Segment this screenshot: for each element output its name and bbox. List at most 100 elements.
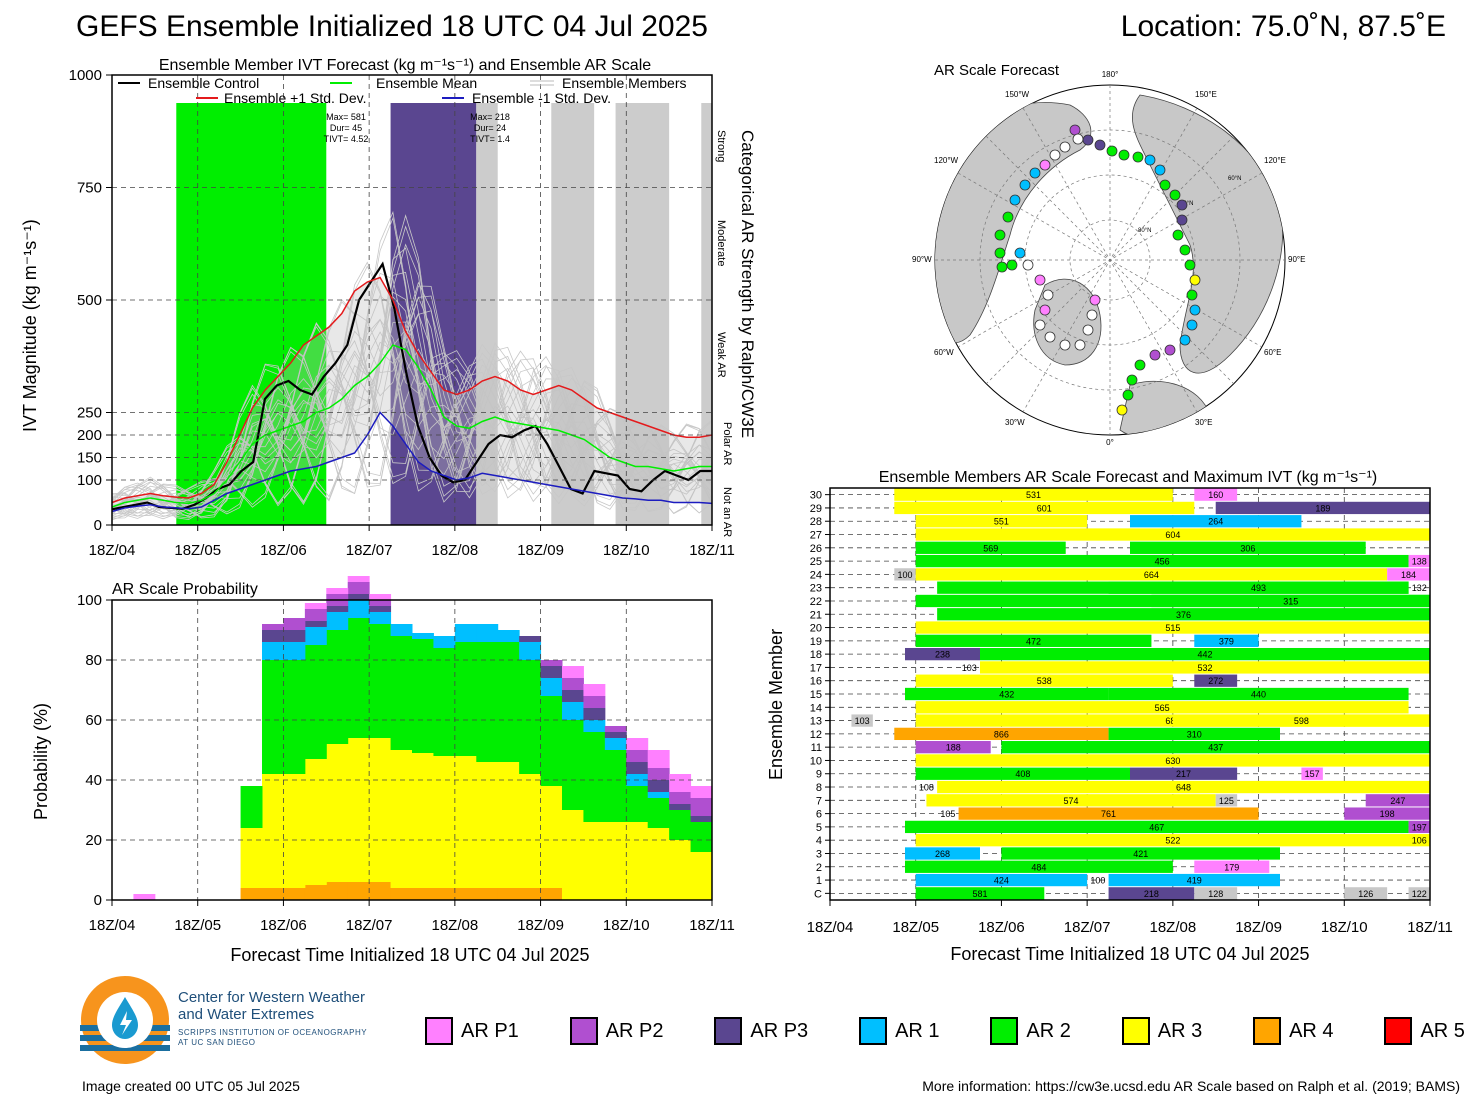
prob-xtick-2: 18Z/06 bbox=[260, 917, 307, 934]
map-title: AR Scale Forecast bbox=[934, 62, 1060, 79]
map-dot-1 bbox=[1082, 134, 1094, 146]
swatch-ar-4 bbox=[1253, 1017, 1282, 1045]
prob-bar-3-14 bbox=[412, 633, 434, 639]
prob-bar-2-27 bbox=[690, 822, 713, 852]
member-label-4-0: 522 bbox=[1165, 836, 1180, 846]
prob-bar-1-18 bbox=[497, 762, 520, 888]
member-bar-9-0 bbox=[915, 767, 1130, 780]
prob-bar-2-19 bbox=[519, 660, 542, 774]
swatch-ar-p2 bbox=[569, 1017, 598, 1045]
member-bar-15-1 bbox=[1108, 687, 1409, 701]
members-title: Ensemble Members AR Scale Forecast and M… bbox=[879, 469, 1378, 486]
lon-150w: 150°W bbox=[1005, 90, 1030, 99]
prob-ytick-1: 20 bbox=[85, 832, 102, 849]
map-graticule bbox=[935, 85, 1285, 435]
map-dot-13 bbox=[1179, 244, 1191, 256]
logo-line3: SCRIPPS INSTITUTION OF OCEANOGRAPHY bbox=[178, 1028, 368, 1037]
member-bar-25-1 bbox=[1408, 554, 1430, 568]
ivt-xtick-0: 18Z/04 bbox=[89, 542, 136, 559]
main-title: GEFS Ensemble Initialized 18 UTC 04 Jul … bbox=[76, 10, 708, 43]
member-bar-24-1 bbox=[915, 568, 1388, 581]
prob-bar-0-10 bbox=[326, 882, 349, 900]
prob-bar-2-20 bbox=[540, 696, 563, 786]
ensemble-series-lines bbox=[111, 261, 713, 513]
member-bar-18-1 bbox=[980, 647, 1430, 661]
map-dot-20 bbox=[1164, 344, 1176, 356]
member-line-23 bbox=[111, 341, 713, 520]
member-line-19 bbox=[111, 216, 713, 514]
location-title: Location: 75.0˚N, 87.5˚E bbox=[1120, 10, 1446, 43]
prob-plot-frame bbox=[111, 599, 713, 901]
legend-ar-1-label: AR 1 bbox=[895, 1019, 940, 1042]
member-bar-1-2 bbox=[1108, 873, 1280, 887]
member-bar-7-2 bbox=[1365, 794, 1430, 807]
member-tick-C: C bbox=[814, 888, 822, 900]
map-dot-14 bbox=[1184, 259, 1196, 271]
prob-bar-0-7 bbox=[262, 888, 284, 900]
member-bar-13-2 bbox=[1172, 714, 1430, 727]
member-label-13-0: 103 bbox=[855, 716, 870, 726]
legend-members: Ensemble Members bbox=[562, 75, 687, 91]
ivt-xtick-1: 18Z/05 bbox=[174, 542, 221, 559]
member-bar-7-1 bbox=[1215, 794, 1238, 807]
prob-bar-1-25 bbox=[647, 828, 670, 900]
legend-ar-4: AR 4 bbox=[1253, 1015, 1334, 1047]
member-tick-12: 12 bbox=[810, 729, 822, 741]
prob-bar-4-12 bbox=[369, 606, 392, 612]
member-bar-3-1 bbox=[1001, 847, 1280, 860]
map-dot-30 bbox=[1019, 179, 1031, 191]
prob-bar-4-27 bbox=[690, 816, 713, 822]
member-label-15-0: 432 bbox=[999, 690, 1014, 700]
prob-bar-1-9 bbox=[304, 759, 327, 885]
map-member-dots bbox=[994, 124, 1201, 416]
map-dot-10 bbox=[1176, 199, 1188, 211]
member-label-3-0: 268 bbox=[935, 849, 950, 859]
member-bar-C-2 bbox=[1194, 887, 1238, 900]
member-label-26-1: 306 bbox=[1240, 543, 1255, 553]
member-bar-7-0 bbox=[926, 794, 1216, 807]
prob-xlabel: Forecast Time Initialized 18 UTC 04 Jul … bbox=[230, 945, 589, 965]
ivt-ytick-4: 250 bbox=[77, 405, 102, 422]
prob-axes: 0 20 40 60 80 100 18Z/04 18Z/05 18Z/06 18Z/07 18Z/… bbox=[77, 592, 735, 934]
prob-bar-6-12 bbox=[369, 594, 392, 600]
ivt-title: Ensemble Member IVT Forecast (kg m⁻¹s⁻¹)… bbox=[159, 57, 651, 74]
member-bar-24-0 bbox=[894, 568, 916, 581]
member-label-C-1: 218 bbox=[1144, 889, 1159, 899]
member-tick-27: 27 bbox=[810, 530, 822, 542]
member-tick-30: 30 bbox=[810, 490, 822, 502]
map-dot-35 bbox=[996, 261, 1008, 273]
member-label-19-1: 379 bbox=[1219, 636, 1234, 646]
map-dot-9 bbox=[1169, 189, 1181, 201]
map-dot-6 bbox=[1144, 154, 1156, 166]
member-tick-6: 6 bbox=[816, 809, 822, 821]
series-line-1 bbox=[111, 344, 712, 508]
member-bar-21-0 bbox=[937, 608, 1430, 621]
ivt-right-label: Categorical AR Strength by Ralph/CW3E bbox=[738, 130, 757, 438]
member-label-24-0: 100 bbox=[897, 570, 912, 580]
ar-band-0 bbox=[176, 103, 327, 525]
map-dot-33 bbox=[994, 229, 1006, 241]
prob-bar-6-10 bbox=[326, 588, 349, 594]
map-dot-21 bbox=[1149, 349, 1161, 361]
members-xlabel: Forecast Time Initialized 18 UTC 04 Jul … bbox=[950, 944, 1309, 964]
ar-event-box-1: Max= 581 Dur= 45 TIVT= 4.52 bbox=[324, 112, 369, 144]
member-bar-17-1 bbox=[980, 661, 1430, 674]
prob-bar-0-8 bbox=[283, 888, 306, 900]
prob-bar-5-24 bbox=[626, 750, 649, 762]
member-label-18-1: 442 bbox=[1197, 650, 1212, 660]
member-bar-26-0 bbox=[915, 541, 1066, 554]
ar-band-1 bbox=[390, 103, 477, 525]
prob-bar-6-21 bbox=[562, 666, 584, 678]
cw3e-logo: Center for Western Weather and Water Ext… bbox=[80, 975, 400, 1065]
prob-bar-6-24 bbox=[626, 738, 649, 750]
member-tick-16: 16 bbox=[810, 676, 822, 688]
prob-bar-1-10 bbox=[326, 744, 349, 882]
map-dot-39 bbox=[1034, 274, 1046, 286]
prob-bar-2-10 bbox=[326, 630, 349, 744]
prob-bar-0-17 bbox=[476, 888, 499, 900]
member-label-29-1: 189 bbox=[1315, 503, 1330, 513]
prob-bar-4-10 bbox=[326, 606, 349, 612]
member-tick-20: 20 bbox=[810, 623, 822, 635]
prob-bar-2-8 bbox=[283, 660, 306, 774]
member-label-27-0: 604 bbox=[1165, 530, 1180, 540]
